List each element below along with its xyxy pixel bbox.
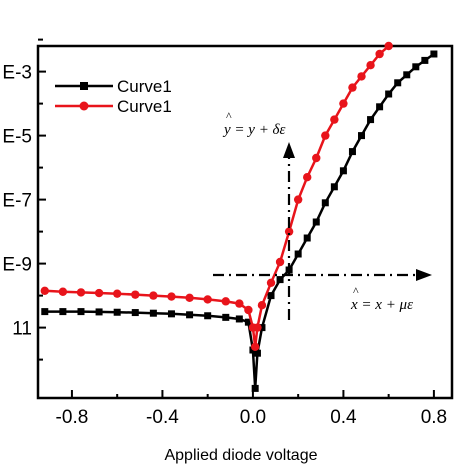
series-1-point	[167, 310, 175, 318]
series-1-point	[412, 63, 420, 71]
series-1-point	[244, 318, 252, 326]
y-tick-label: E-9	[2, 255, 32, 276]
series-layer	[40, 41, 438, 392]
series-2-point	[244, 305, 253, 315]
series-2-point	[112, 289, 122, 298]
series-2-point	[94, 288, 104, 298]
ticks-layer: -0.8 -0.4 0.0 0.4 0.8 E-3 E-5 E-7 E-9 11	[2, 38, 447, 428]
x-equation-text: x = x + με	[350, 297, 413, 313]
series-2-point	[253, 323, 262, 332]
y-equation-hat: ^	[226, 109, 232, 123]
series-2-point	[131, 290, 140, 299]
series-1-point	[294, 250, 302, 258]
x-tick-label: -0.8	[56, 407, 89, 428]
legend: Curve1 Curve1	[55, 77, 172, 116]
series-1-point	[276, 276, 284, 284]
x-tick-label: 0.8	[421, 407, 447, 428]
series-2-point	[149, 291, 158, 300]
series-1-point	[339, 167, 347, 175]
series-1-point	[59, 308, 67, 316]
series-2-point	[76, 288, 86, 297]
series-2-point	[250, 342, 260, 351]
series-line-2	[44, 45, 390, 347]
series-1-point	[330, 183, 338, 191]
series-1-point	[385, 90, 393, 98]
series-1-point	[41, 308, 49, 316]
series-1-point	[77, 308, 85, 316]
x-tick-label: -0.4	[146, 407, 179, 428]
series-2-point	[312, 153, 321, 163]
y-tick-label: E-5	[2, 127, 32, 148]
legend-label-series-2: Curve1	[117, 97, 172, 116]
series-1-point	[358, 132, 366, 140]
series-2-point	[330, 115, 339, 124]
plot-area-border	[36, 44, 454, 400]
series-1-point	[258, 324, 266, 332]
series-2-point	[284, 227, 294, 236]
series-2-point	[221, 297, 230, 306]
series-1-point	[251, 384, 259, 392]
series-2-point	[203, 295, 212, 304]
x-axis-title: Applied diode voltage	[164, 447, 317, 464]
series-2-point	[257, 301, 267, 310]
series-1-point	[113, 308, 121, 316]
legend-label-series-1: Curve1	[117, 77, 172, 96]
series-1-point	[430, 50, 438, 58]
annotation-arrows	[213, 142, 432, 320]
series-2-point	[357, 72, 366, 81]
y-tick-label: 11	[12, 319, 32, 340]
horizontal-arrow-head	[416, 269, 432, 281]
series-1-point	[394, 79, 402, 87]
x-equation: ^ x = x + με	[350, 284, 413, 313]
x-tick-label: 0.4	[330, 407, 357, 428]
series-2-point	[293, 195, 303, 204]
vertical-arrow-head	[283, 142, 295, 158]
y-equation-text: y = y + δε	[222, 122, 286, 138]
y-tick-label: E-7	[2, 191, 32, 212]
series-1-point	[186, 311, 194, 319]
series-1-point	[312, 218, 320, 226]
series-1-point	[204, 312, 212, 320]
series-1-point	[321, 199, 329, 207]
series-2-point	[185, 293, 194, 303]
series-1-point	[253, 349, 261, 357]
series-2-point	[348, 83, 357, 92]
series-2-point	[339, 99, 348, 108]
series-1-point	[376, 103, 384, 111]
legend-marker-series-2	[79, 101, 89, 111]
series-1-point	[95, 308, 103, 316]
series-1-point	[131, 309, 139, 317]
series-2-point	[384, 41, 393, 51]
series-2-point	[275, 257, 285, 267]
series-1-point	[348, 148, 356, 156]
series-2-point	[366, 60, 375, 70]
y-tick-label: E-3	[2, 63, 32, 84]
series-1-point	[367, 116, 375, 124]
legend-marker-series-1	[80, 82, 88, 90]
series-1-point	[149, 309, 157, 317]
series-2-point	[303, 173, 312, 182]
series-2-point	[235, 299, 244, 308]
x-tick-label: 0.0	[240, 407, 266, 428]
series-1-point	[235, 315, 243, 323]
series-1-point	[267, 292, 275, 300]
series-line-1	[44, 52, 435, 389]
series-2-point	[167, 292, 176, 301]
series-1-point	[303, 234, 311, 242]
series-1-point	[222, 313, 230, 321]
series-2-point	[321, 131, 330, 140]
y-equation: ^ y = y + δε	[222, 109, 286, 138]
x-equation-hat: ^	[353, 284, 359, 298]
series-1-point	[403, 71, 411, 79]
series-2-point	[375, 49, 384, 59]
series-2-point	[40, 286, 49, 295]
plot-frame	[36, 44, 454, 400]
series-1-point	[421, 56, 429, 64]
series-2-point	[266, 278, 276, 287]
series-2-point	[58, 287, 68, 296]
